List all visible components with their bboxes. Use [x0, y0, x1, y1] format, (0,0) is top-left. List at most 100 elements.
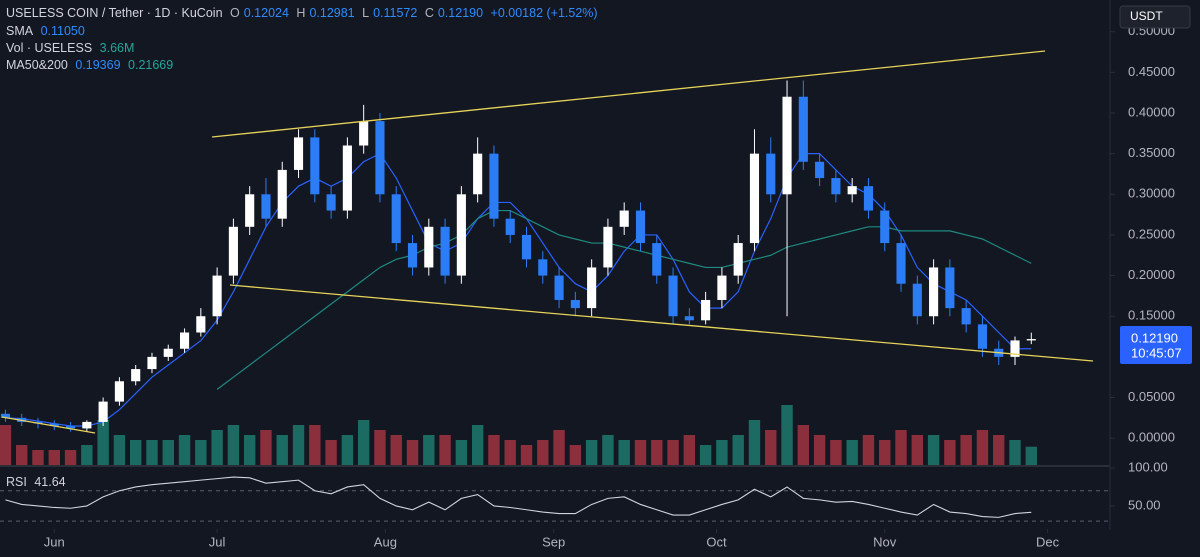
volume-bar	[748, 420, 761, 465]
volume-bar	[716, 440, 728, 465]
ohlc-value: 0.12981	[309, 6, 355, 20]
candle-body	[147, 356, 157, 370]
ma-name: MA50&200	[6, 58, 68, 72]
candle-body	[440, 226, 450, 276]
x-tick-label: Jul	[209, 534, 226, 549]
volume-bar	[309, 425, 321, 465]
candle-body	[603, 226, 613, 268]
volume-bar	[944, 440, 956, 465]
candle-body	[245, 194, 255, 227]
volume-legend[interactable]: Vol · USELESS 3.66M	[6, 41, 138, 55]
volume-bar	[81, 445, 93, 465]
candle-body	[326, 194, 336, 211]
ma-line	[5, 152, 1032, 427]
x-tick-label: Nov	[873, 534, 897, 549]
sma-name: SMA	[6, 24, 34, 38]
volume-bar	[797, 425, 810, 465]
volume-bar	[260, 430, 272, 465]
last-price-box	[1120, 326, 1192, 364]
volume-bar	[927, 435, 940, 465]
y-tick-label: 0.15000	[1128, 308, 1175, 323]
volume-bar	[162, 440, 174, 465]
change: +0.00182 (+1.52%)	[490, 6, 598, 20]
symbol: USELESS COIN / Tether · 1D · KuCoin	[6, 6, 223, 20]
trend-line	[1, 416, 96, 434]
ma50-value: 0.19369	[75, 58, 121, 72]
candle-body	[912, 283, 922, 317]
volume-bar	[471, 425, 484, 465]
y-tick-label: 0.35000	[1128, 145, 1175, 160]
candle-body	[880, 210, 890, 244]
last-price: 0.12190	[1131, 330, 1178, 345]
candle-body	[782, 96, 792, 195]
symbol-legend: USELESS COIN / Tether · 1D · KuCoin O 0.1…	[6, 6, 602, 20]
volume-bar	[1025, 446, 1037, 465]
candle-body	[538, 259, 548, 276]
volume-bar	[846, 440, 858, 465]
candle-body	[570, 299, 580, 309]
rsi-pane	[0, 467, 1115, 522]
volume-bar	[520, 445, 533, 465]
unit-box[interactable]	[1119, 5, 1191, 29]
y-tick-label: 50.00	[1128, 497, 1161, 512]
volume-bar	[813, 435, 826, 465]
y-tick-label: 0.45000	[1128, 64, 1175, 79]
candle-body	[66, 425, 76, 429]
candle-body	[179, 332, 190, 349]
volume-bar	[830, 440, 842, 465]
candle-body	[766, 153, 776, 195]
volume-bar	[16, 445, 28, 465]
candle-body	[815, 161, 825, 179]
candle-body	[375, 121, 385, 195]
candle-body	[310, 137, 320, 195]
candle-body	[228, 226, 238, 276]
volume-bar	[390, 435, 402, 465]
candle-body	[717, 275, 727, 300]
candle-body	[114, 381, 124, 402]
ohlc-key: H	[296, 6, 306, 20]
volume-bar	[292, 425, 305, 465]
candle-body	[98, 401, 108, 422]
volume-bar	[64, 450, 77, 465]
volume-bar	[651, 440, 663, 465]
volume-bar	[585, 440, 598, 465]
candle-body	[342, 145, 352, 211]
volume-bar	[781, 405, 793, 465]
volume-bar	[211, 430, 223, 465]
volume-bar	[0, 425, 12, 465]
candle-body	[131, 369, 141, 382]
candle-body	[847, 186, 857, 195]
volume-bar	[976, 430, 989, 465]
volume-bar	[97, 420, 109, 465]
volume-bar	[488, 435, 500, 465]
x-tick-label: Oct	[706, 534, 727, 549]
trend-line	[211, 50, 1046, 138]
sma-legend[interactable]: SMA 0.11050	[6, 24, 89, 38]
volume-bar	[227, 425, 240, 465]
candle-body	[0, 413, 10, 418]
volume-bar	[618, 440, 630, 465]
volume-bar	[1009, 440, 1021, 465]
volume-bar	[683, 435, 696, 465]
volume-bar	[32, 450, 44, 465]
volume-bar	[895, 430, 907, 465]
x-tick-label: Sep	[542, 534, 565, 549]
ma-legend[interactable]: MA50&200 0.19369 0.21669	[6, 58, 177, 72]
volume-bar	[243, 435, 256, 465]
candle-body	[293, 137, 304, 170]
volume-bar	[993, 435, 1005, 465]
volume-bar	[911, 435, 924, 465]
volume-bar	[357, 420, 370, 465]
y-tick-label: 0.25000	[1128, 226, 1175, 241]
candle-body	[831, 178, 841, 195]
candle-body	[798, 96, 808, 162]
rsi-line	[5, 476, 1032, 518]
ohlc-value: 0.12190	[437, 6, 484, 20]
rsi-legend[interactable]: RSI 41.64	[6, 475, 70, 489]
volume-bar	[699, 445, 712, 465]
candle-body	[701, 299, 711, 321]
candle-body	[196, 316, 206, 333]
candle-body	[1010, 340, 1020, 357]
candle-body	[277, 169, 287, 219]
